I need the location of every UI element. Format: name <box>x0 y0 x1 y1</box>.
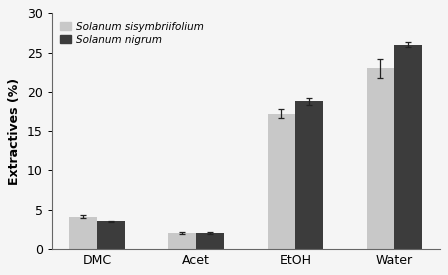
Bar <box>69 217 97 249</box>
Bar <box>394 45 422 249</box>
Bar <box>168 233 196 249</box>
Bar <box>97 221 125 249</box>
Bar <box>196 233 224 249</box>
Y-axis label: Extractives (%): Extractives (%) <box>9 78 22 185</box>
Bar <box>267 114 295 249</box>
Bar <box>366 68 394 249</box>
Legend: Solanum sisymbriifolium, Solanum nigrum: Solanum sisymbriifolium, Solanum nigrum <box>57 18 207 48</box>
Bar <box>295 101 323 249</box>
